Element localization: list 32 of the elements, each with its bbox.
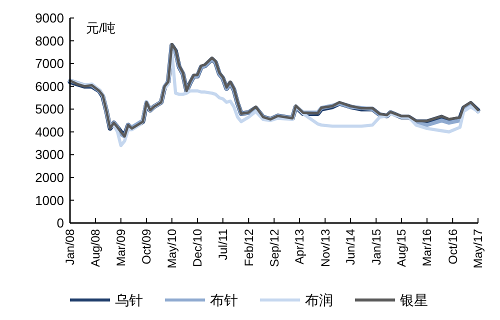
x-tick-label: Mar/09 xyxy=(114,228,128,266)
y-tick-label: 5000 xyxy=(35,102,64,117)
x-tick-label: Jun/14 xyxy=(344,228,358,266)
x-tick-label: Apr/13 xyxy=(292,228,307,264)
y-tick-label: 6000 xyxy=(35,78,64,94)
x-tick-label: May/17 xyxy=(471,228,486,268)
legend-label: 布针 xyxy=(210,292,238,308)
x-tick-label: May/10 xyxy=(165,228,180,268)
x-tick-label: Aug/15 xyxy=(394,228,409,268)
x-tick-label: Dec/10 xyxy=(190,228,205,268)
y-tick-label: 9000 xyxy=(35,10,64,26)
x-tick-label: Mar/16 xyxy=(420,228,434,266)
legend-label: 布润 xyxy=(305,292,333,308)
y-tick-label: 3000 xyxy=(35,147,64,162)
x-tick-label: Feb/12 xyxy=(242,228,256,266)
x-tick-label: Jan/08 xyxy=(63,228,78,266)
legend-label: 乌针 xyxy=(115,292,143,308)
x-tick-label: Jan/15 xyxy=(369,228,384,266)
y-tick-label: 7000 xyxy=(35,56,64,72)
x-tick-label: Oct/09 xyxy=(140,228,154,264)
y-tick-label: 4000 xyxy=(35,124,64,140)
x-tick-label: Aug/08 xyxy=(88,228,103,268)
x-tick-label: Nov/13 xyxy=(318,228,332,268)
y-axis-title: 元/吨 xyxy=(86,20,116,36)
x-tick-label: Oct/16 xyxy=(446,228,460,264)
legend-label: 银星 xyxy=(399,292,428,308)
x-tick-label: Jul/11 xyxy=(216,228,230,260)
y-tick-label: 8000 xyxy=(35,33,64,48)
x-tick-label: Sep/12 xyxy=(267,228,282,268)
y-tick-label: 0 xyxy=(56,216,64,231)
y-tick-label: 2000 xyxy=(35,170,64,185)
y-tick-label: 1000 xyxy=(35,192,64,208)
